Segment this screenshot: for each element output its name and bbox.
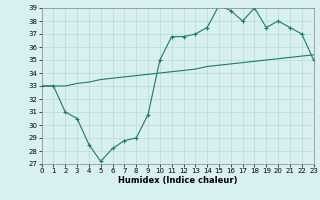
X-axis label: Humidex (Indice chaleur): Humidex (Indice chaleur)	[118, 176, 237, 185]
